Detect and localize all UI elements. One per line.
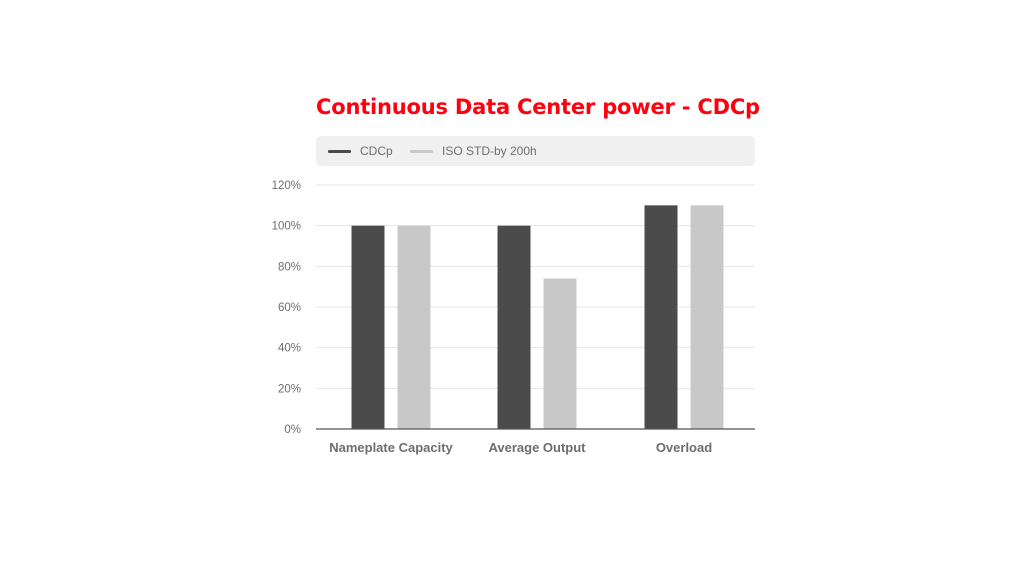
legend-label-cdcp: CDCp: [360, 144, 393, 158]
legend-item-cdcp: CDCp: [328, 136, 393, 166]
chart-legend: CDCp ISO STD-by 200h: [316, 136, 755, 166]
chart-title: Continuous Data Center power - CDCp: [316, 95, 760, 119]
x-category-label: Average Output: [488, 440, 586, 455]
bar-cdcp-nameplate-capacity: [351, 225, 385, 429]
bar-iso-average-output: [543, 278, 577, 429]
y-tick-label: 120%: [272, 180, 301, 192]
y-tick-label: 0%: [284, 424, 301, 436]
legend-swatch-cdcp: [328, 149, 351, 153]
y-tick-label: 80%: [278, 261, 301, 273]
bar-cdcp-average-output: [497, 225, 531, 429]
y-tick-label: 40%: [278, 343, 301, 355]
y-tick-label: 100%: [272, 221, 301, 233]
legend-item-iso: ISO STD-by 200h: [410, 136, 537, 166]
x-category-label: Overload: [656, 440, 712, 455]
bar-cdcp-overload: [644, 205, 678, 429]
legend-label-iso: ISO STD-by 200h: [442, 144, 537, 158]
bar-iso-overload: [690, 205, 724, 429]
bar-iso-nameplate-capacity: [397, 225, 431, 429]
legend-swatch-iso: [410, 149, 433, 153]
y-tick-label: 60%: [278, 302, 301, 314]
y-tick-label: 20%: [278, 383, 301, 395]
x-category-label: Nameplate Capacity: [329, 440, 453, 455]
